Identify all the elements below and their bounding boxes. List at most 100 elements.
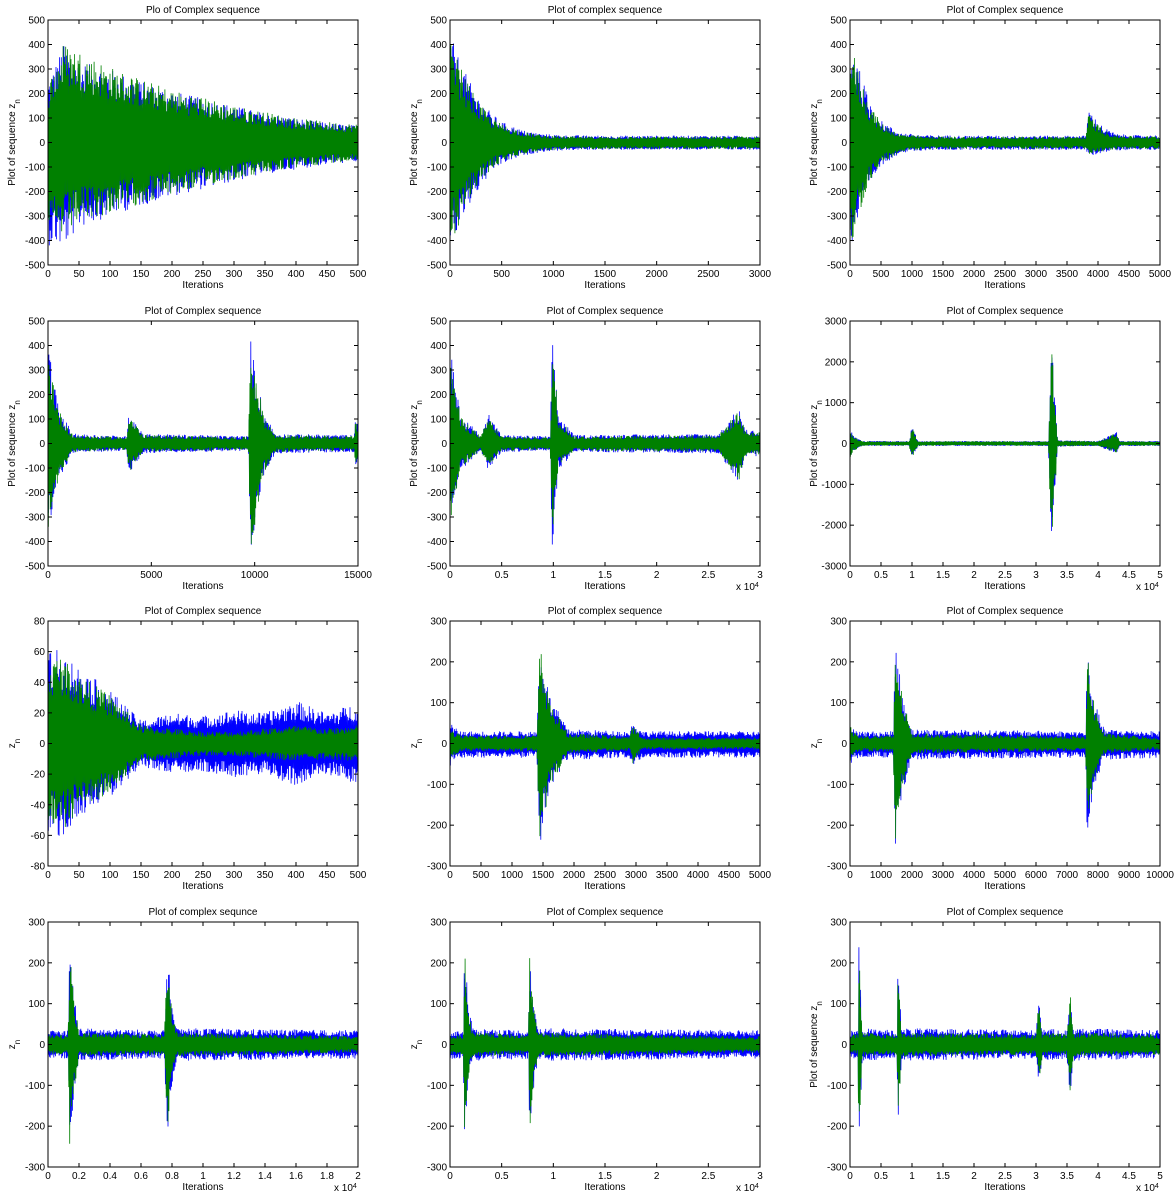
- x-tick-label: 3000: [625, 870, 648, 881]
- x-tick-label: 0.4: [103, 1171, 117, 1182]
- y-tick-label: 60: [34, 647, 46, 658]
- y-tick-label: -300: [827, 1163, 847, 1174]
- y-tick-label: -200: [827, 1122, 847, 1133]
- y-tick-label: 400: [430, 40, 447, 51]
- x-tick-label: 500: [350, 870, 367, 881]
- x-tick-label: 1: [551, 1171, 557, 1182]
- y-tick-label: -100: [427, 1081, 447, 1092]
- series-2-line: [48, 659, 358, 827]
- x-tick-label: 50: [73, 870, 85, 881]
- x-tick-label: 150: [133, 269, 150, 280]
- y-tick-label: 0: [39, 439, 45, 450]
- y-tick-label: -100: [427, 163, 447, 174]
- x-tick-label: 5000: [994, 870, 1017, 881]
- y-axis-label: Plot of sequence zn: [7, 99, 22, 186]
- series-2-line: [850, 57, 1160, 238]
- x-tick-label: 1000: [870, 870, 893, 881]
- x-tick-label: 1.5: [936, 570, 950, 581]
- x-tick-label: 500: [873, 269, 890, 280]
- series-2-line: [48, 966, 358, 1144]
- y-tick-label: -200: [827, 821, 847, 832]
- y-tick-label: -300: [427, 513, 447, 524]
- x-tick-label: 2000: [901, 870, 924, 881]
- series-group: [450, 345, 760, 545]
- x-tick-label: 0: [847, 269, 853, 280]
- y-tick-label: 100: [430, 999, 447, 1010]
- x-tick-label: 2500: [594, 870, 617, 881]
- series-group: [48, 964, 358, 1144]
- x-tick-label: 8000: [1087, 870, 1110, 881]
- y-tick-label: 200: [430, 89, 447, 100]
- y-tick-label: 3000: [825, 317, 848, 328]
- y-tick-label: 0: [39, 138, 45, 149]
- y-axis-label: zn: [409, 739, 424, 748]
- y-tick-label: 1000: [825, 398, 848, 409]
- x-axis-label: Iterations: [182, 581, 223, 592]
- y-tick-label: -20: [31, 770, 46, 781]
- x-tick-label: 5000: [140, 570, 163, 581]
- x-tick-label: 0: [45, 269, 51, 280]
- x-tick-label: 200: [164, 269, 181, 280]
- x-tick-label: 5: [1157, 570, 1163, 581]
- y-tick-label: 200: [830, 958, 847, 969]
- x-axis-label: Iterations: [984, 280, 1025, 291]
- y-tick-label: -300: [827, 212, 847, 223]
- chart-panel-4: 0 5000 10000 15000 -500 -400 -300 -200 -100 0 100 2…: [7, 306, 372, 592]
- x-tick-label: 450: [319, 269, 336, 280]
- y-tick-label: -400: [25, 236, 45, 247]
- series-group: [850, 652, 1160, 844]
- y-tick-label: -400: [25, 537, 45, 548]
- y-tick-label: -100: [827, 163, 847, 174]
- chart-title: Plot of complex sequence: [548, 5, 663, 16]
- y-tick-label: 300: [430, 65, 447, 76]
- series-2-line: [450, 361, 760, 525]
- y-tick-label: 0: [841, 1040, 847, 1051]
- y-tick-label: 100: [830, 999, 847, 1010]
- x-tick-label: 2.5: [701, 570, 715, 581]
- x-tick-label: 2000: [963, 269, 986, 280]
- series-2-line: [450, 45, 760, 234]
- y-tick-label: 500: [430, 317, 447, 328]
- x-tick-label: 0: [847, 870, 853, 881]
- y-tick-label: -1000: [821, 480, 847, 491]
- chart-panel-7: 0 50 100 150 200 250 300 350 400 450 500-80-60-40-…: [7, 606, 367, 892]
- x-tick-label: 0.5: [874, 1171, 888, 1182]
- y-tick-label: 100: [28, 415, 45, 426]
- chart-panel-1: 0 50 100 150 200 250 300 350 400 450 500 -500 -400 -3…: [7, 5, 367, 291]
- x-tick-label: 2500: [994, 269, 1017, 280]
- x-axis-multiplier: x 104: [736, 582, 759, 594]
- chart-title: Plot of Complex sequence: [145, 306, 262, 317]
- series-2-line: [850, 970, 1160, 1112]
- y-tick-label: 0: [39, 739, 45, 750]
- y-tick-label: 0: [441, 739, 447, 750]
- series-group: [48, 46, 358, 246]
- y-tick-label: 100: [430, 114, 447, 125]
- x-tick-label: 2: [971, 1171, 977, 1182]
- x-tick-label: 1.2: [227, 1171, 241, 1182]
- y-tick-label: 300: [430, 366, 447, 377]
- x-tick-label: 200: [164, 870, 181, 881]
- y-tick-label: -200: [427, 488, 447, 499]
- x-tick-label: 4: [1095, 1171, 1101, 1182]
- y-axis-label: zn: [7, 739, 22, 748]
- x-tick-label: 0.5: [495, 570, 509, 581]
- x-axis-label: Iterations: [984, 881, 1025, 892]
- y-tick-label: 200: [28, 390, 45, 401]
- x-tick-label: 150: [133, 870, 150, 881]
- y-tick-label: -100: [827, 780, 847, 791]
- x-tick-label: 3500: [1056, 269, 1079, 280]
- y-tick-label: -400: [427, 537, 447, 548]
- y-tick-label: -500: [427, 562, 447, 573]
- x-tick-label: 2.5: [998, 570, 1012, 581]
- x-tick-label: 0: [45, 570, 51, 581]
- x-tick-label: 0.8: [165, 1171, 179, 1182]
- series-group: [450, 43, 760, 236]
- y-axis-label: Plot of sequence zn: [409, 400, 424, 487]
- series-group: [48, 341, 358, 545]
- y-tick-label: -500: [25, 261, 45, 272]
- x-tick-label: 2: [355, 1171, 361, 1182]
- chart-title: Plot of Complex sequence: [947, 306, 1064, 317]
- x-tick-label: 3000: [1025, 269, 1048, 280]
- x-tick-label: 0: [45, 1171, 51, 1182]
- x-tick-label: 1: [909, 570, 915, 581]
